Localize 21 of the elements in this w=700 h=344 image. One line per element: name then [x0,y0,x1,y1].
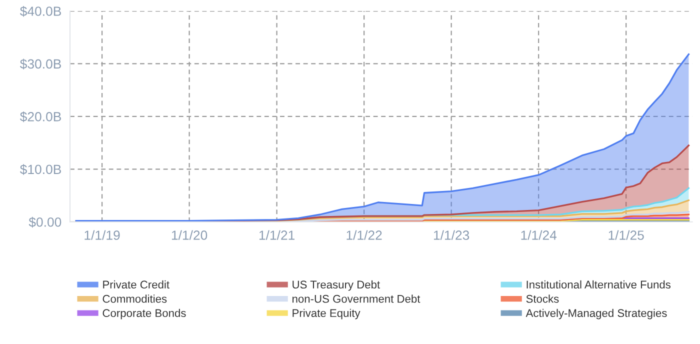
x-tick-label: 1/1/20 [172,230,208,240]
y-tick-label: $0.00 [28,216,62,228]
x-tick-label: 1/1/25 [608,230,644,240]
y-tick-label: $40.0B [20,6,61,17]
x-tick-label: 1/1/21 [259,230,294,240]
legend-label: non-US Government Debt [292,294,420,303]
legend-label: Commodities [102,294,167,303]
x-tick-label: 1/1/22 [346,230,382,240]
legend-label: Corporate Bonds [102,308,186,320]
x-tick-label: 1/1/24 [521,230,557,240]
legend-label: US Treasury Debt [292,280,380,291]
y-tick-label: $10.0B [20,164,61,175]
x-tick-label: 1/1/19 [84,230,120,240]
legend-label: Institutional Alternative Funds [526,280,671,289]
legend-label: Private Credit [103,280,170,289]
legend-label: Actively-Managed Strategies [526,308,667,320]
y-tick-label: $30.0B [20,58,61,70]
legend-label: Stocks [526,294,559,303]
x-tick-label: 1/1/23 [434,230,470,240]
legend-label: Private Equity [292,308,360,320]
y-tick-label: $20.0B [20,111,61,122]
